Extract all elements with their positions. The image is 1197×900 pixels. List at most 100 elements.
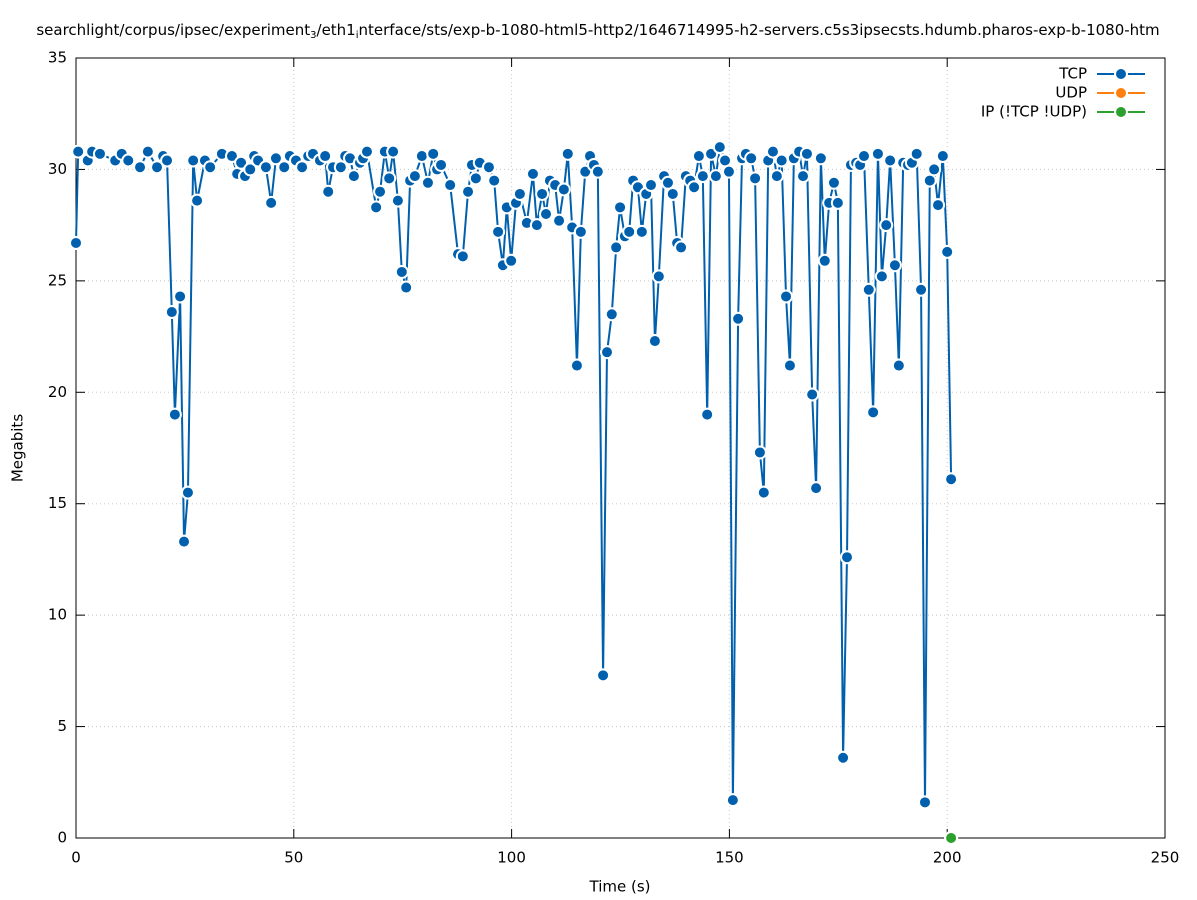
data-point bbox=[560, 146, 575, 161]
data-point bbox=[769, 169, 784, 184]
data-point bbox=[840, 550, 855, 565]
data-point bbox=[390, 193, 405, 208]
data-point bbox=[687, 180, 702, 195]
data-point bbox=[203, 160, 218, 175]
data-point bbox=[512, 186, 527, 201]
data-point bbox=[700, 407, 715, 422]
title-part: searchlight/corpus/ipsec/experiment bbox=[36, 21, 310, 39]
data-point bbox=[164, 305, 179, 320]
data-point bbox=[799, 146, 814, 161]
y-tick-label: 15 bbox=[48, 494, 67, 512]
x-tick-label: 0 bbox=[71, 849, 81, 867]
data-point bbox=[622, 224, 637, 239]
data-point bbox=[805, 387, 820, 402]
data-point bbox=[596, 668, 611, 683]
data-point bbox=[695, 169, 710, 184]
chart-title: searchlight/corpus/ipsec/experiment3/eth… bbox=[36, 21, 1159, 42]
data-point bbox=[455, 249, 470, 264]
data-point bbox=[731, 311, 746, 326]
data-point bbox=[830, 195, 845, 210]
data-point bbox=[752, 445, 767, 460]
data-point bbox=[461, 184, 476, 199]
data-point bbox=[599, 345, 614, 360]
data-point bbox=[708, 169, 723, 184]
data-point bbox=[190, 193, 205, 208]
legend-label: UDP bbox=[1055, 84, 1087, 102]
data-point bbox=[399, 280, 414, 295]
data-point bbox=[836, 750, 851, 765]
data-point bbox=[647, 334, 662, 349]
data-point bbox=[674, 240, 689, 255]
x-tick-label: 50 bbox=[284, 849, 303, 867]
y-axis-label: Megabits bbox=[9, 414, 27, 482]
title-sub: 3 bbox=[310, 30, 316, 41]
y-tick-label: 35 bbox=[48, 49, 67, 67]
data-point bbox=[651, 269, 666, 284]
data-point bbox=[817, 253, 832, 268]
data-point bbox=[539, 207, 554, 221]
data-point bbox=[386, 144, 401, 159]
data-point bbox=[643, 178, 658, 193]
data-point bbox=[909, 146, 924, 161]
data-point bbox=[243, 162, 258, 177]
legend-label: IP (!TCP !UDP) bbox=[981, 103, 1087, 121]
data-point bbox=[634, 224, 649, 239]
data-point bbox=[359, 144, 374, 159]
data-point bbox=[69, 235, 83, 250]
data-point bbox=[879, 218, 894, 233]
x-tick-label: 100 bbox=[497, 849, 526, 867]
data-point bbox=[552, 213, 567, 228]
data-point bbox=[613, 200, 628, 215]
data-point bbox=[92, 146, 107, 161]
data-point bbox=[874, 269, 889, 284]
data-point bbox=[382, 171, 397, 186]
data-point bbox=[857, 149, 872, 164]
data-point bbox=[665, 186, 680, 201]
data-point bbox=[725, 793, 740, 808]
data-point bbox=[224, 149, 239, 164]
data-point bbox=[434, 157, 449, 172]
legend-marker bbox=[1114, 105, 1128, 119]
data-point bbox=[373, 184, 388, 199]
data-point bbox=[295, 160, 310, 175]
y-tick-label: 25 bbox=[48, 271, 67, 289]
x-tick-label: 200 bbox=[933, 849, 962, 867]
data-point bbox=[604, 307, 619, 322]
data-point bbox=[160, 153, 175, 168]
data-point bbox=[590, 164, 605, 179]
data-point bbox=[394, 264, 409, 279]
data-point bbox=[870, 146, 885, 161]
y-tick-label: 5 bbox=[57, 717, 67, 735]
y-tick-label: 10 bbox=[48, 606, 67, 624]
data-point bbox=[809, 481, 824, 496]
data-point bbox=[268, 151, 283, 166]
y-tick-label: 0 bbox=[57, 829, 67, 847]
data-point bbox=[150, 160, 165, 175]
data-point bbox=[487, 173, 502, 188]
data-point bbox=[167, 407, 182, 422]
data-point bbox=[779, 289, 794, 304]
data-point bbox=[426, 146, 441, 161]
data-point bbox=[931, 198, 946, 213]
data-point bbox=[813, 151, 828, 166]
data-point bbox=[891, 358, 906, 373]
data-point bbox=[744, 151, 759, 166]
data-point bbox=[121, 153, 136, 168]
data-point bbox=[529, 218, 544, 233]
data-point bbox=[420, 175, 435, 190]
data-point bbox=[443, 178, 458, 193]
data-point bbox=[944, 472, 959, 487]
data-point bbox=[573, 224, 588, 239]
data-point bbox=[826, 175, 841, 190]
data-point bbox=[712, 140, 727, 155]
data-point bbox=[914, 282, 929, 297]
data-point bbox=[491, 224, 506, 239]
data-point bbox=[861, 282, 876, 297]
data-point bbox=[796, 169, 811, 184]
x-axis-label: Time (s) bbox=[589, 878, 651, 896]
data-point bbox=[782, 358, 797, 373]
data-point bbox=[177, 534, 192, 549]
data-point bbox=[504, 253, 519, 268]
data-point bbox=[180, 485, 195, 500]
